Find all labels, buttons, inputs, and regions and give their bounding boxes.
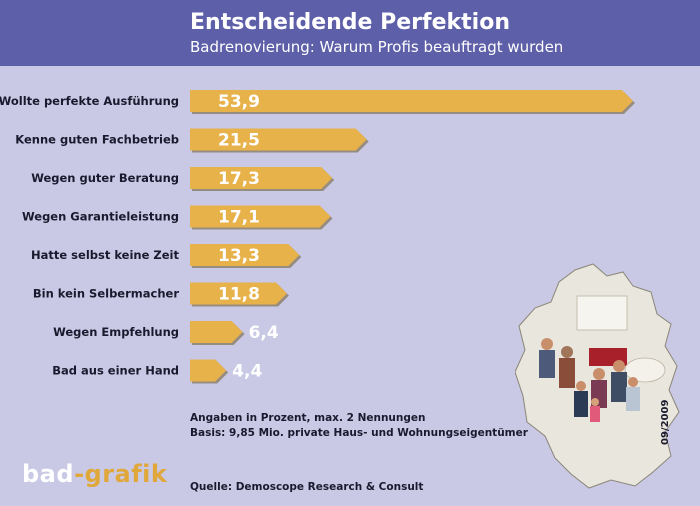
bar (190, 244, 300, 266)
value-label: 53,9 (218, 92, 260, 112)
value-label: 11,8 (218, 285, 260, 305)
bar (190, 167, 333, 189)
bar (190, 128, 367, 151)
logo-part-grafik: -grafik (74, 460, 168, 488)
value-label: 4,4 (232, 362, 262, 382)
category-label: Wegen Empfehlung (53, 325, 179, 339)
value-label: 17,1 (218, 208, 260, 228)
chart-title: Entscheidende Perfektion (190, 10, 510, 35)
bad-grafik-logo: bad-grafik (22, 460, 167, 488)
header-band (0, 0, 700, 66)
bar (190, 359, 227, 382)
category-label: Wegen Garantieleistung (22, 210, 179, 224)
bar (190, 321, 243, 343)
value-label: 21,5 (218, 131, 260, 151)
bar (190, 90, 633, 112)
bar (190, 205, 331, 228)
source-note: Quelle: Demoscope Research & Consult (190, 481, 424, 493)
category-label: Wollte perfekte Ausführung (0, 94, 179, 108)
date-label: 09/2009 (660, 399, 671, 445)
footnote-units: Angaben in Prozent, max. 2 Nennungen (190, 412, 426, 424)
category-label: Wegen guter Beratung (31, 171, 179, 185)
family-photo-germany-map (515, 263, 680, 489)
chart-subtitle: Badrenovierung: Warum Profis beauftragt … (190, 38, 564, 56)
bar (190, 282, 287, 305)
category-label: Bin kein Selbermacher (33, 287, 179, 301)
value-label: 13,3 (218, 246, 260, 266)
category-label: Hatte selbst keine Zeit (31, 248, 179, 262)
footnote-basis: Basis: 9,85 Mio. private Haus- und Wohnu… (190, 427, 528, 439)
category-label: Kenne guten Fachbetrieb (15, 133, 179, 147)
category-label: Bad aus einer Hand (52, 364, 179, 378)
value-label: 17,3 (218, 169, 260, 189)
value-label: 6,4 (249, 323, 279, 343)
logo-part-bad: bad (22, 460, 75, 488)
